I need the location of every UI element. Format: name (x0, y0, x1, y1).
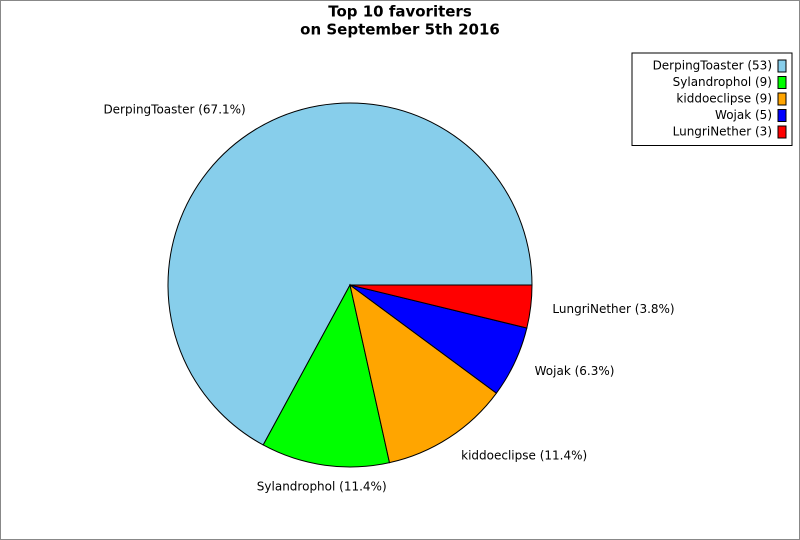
legend-swatch (777, 125, 787, 139)
pie-slice (167, 102, 533, 446)
slice-label: DerpingToaster (67.1%) (103, 102, 245, 116)
pie-slice (349, 283, 498, 464)
legend: DerpingToaster (53) Sylandrophol (9) kiddo… (631, 52, 793, 146)
legend-label: DerpingToaster (53) (653, 59, 772, 73)
legend-swatch (777, 92, 787, 106)
legend-swatch (777, 109, 787, 122)
pie: DerpingToaster (67.1%) Sylandrophol (11.4… (103, 102, 674, 493)
legend-label: Wojak (5) (715, 108, 772, 122)
legend-label: LungriNether (3) (673, 125, 772, 139)
slice-label: Wojak (6.3%) (535, 364, 615, 378)
legend-swatch (777, 76, 787, 89)
legend-label: kiddoeclipse (9) (676, 92, 772, 106)
pie-slice (349, 284, 533, 329)
slice-label: kiddoeclipse (11.4%) (461, 448, 587, 462)
legend-swatch (777, 59, 787, 73)
slice-label: Sylandrophol (11.4%) (257, 479, 387, 493)
slice-label: LungriNether (3.8%) (552, 302, 674, 316)
chart-title: Top 10 favoriters (328, 3, 472, 21)
chart-subtitle: on September 5th 2016 (300, 21, 500, 39)
legend-label: Sylandrophol (9) (673, 75, 772, 89)
legend-box (631, 52, 793, 146)
pie-slice (262, 283, 391, 468)
